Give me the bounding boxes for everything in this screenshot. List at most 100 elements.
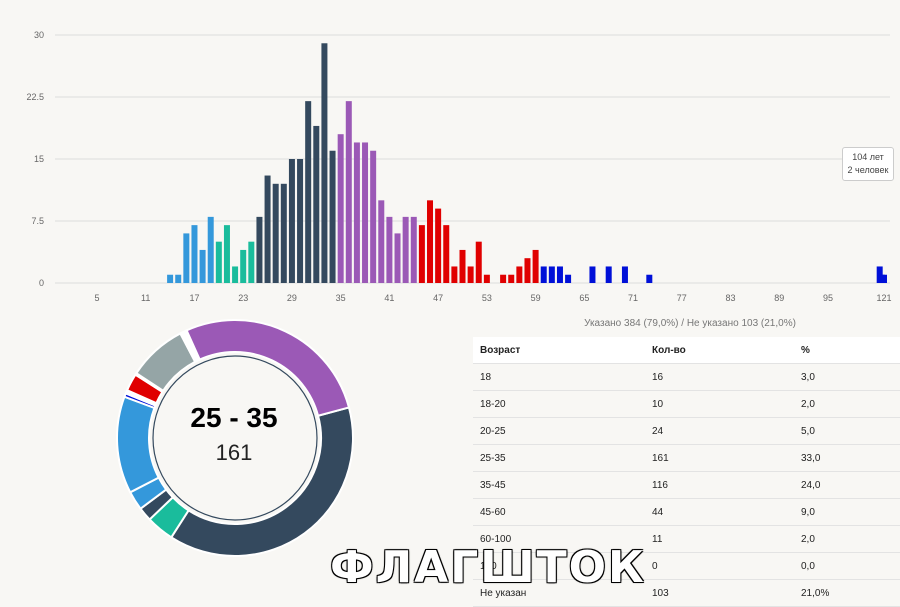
histogram-bar[interactable] — [264, 175, 271, 283]
cell-percent: 2,0 — [794, 390, 900, 418]
y-tick-label: 7.5 — [31, 216, 44, 226]
histogram-bar[interactable] — [427, 200, 434, 283]
histogram-bar[interactable] — [524, 258, 531, 283]
histogram-bar[interactable] — [353, 142, 360, 283]
x-tick-label: 95 — [823, 293, 833, 303]
x-tick-label: 41 — [384, 293, 394, 303]
cell-count: 116 — [645, 471, 794, 499]
histogram-bar[interactable] — [223, 225, 230, 283]
histogram-bar[interactable] — [516, 266, 523, 283]
age-histogram: 0 7.5 15 22.5 30 5 11 17 23 29 35 41 47 53 59 65 71 77 83 8… — [26, 30, 891, 303]
x-tick-label: 29 — [287, 293, 297, 303]
histogram-bar[interactable] — [475, 241, 482, 283]
table-header-row: Возраст Кол-во % — [473, 337, 900, 364]
x-tick-label: 59 — [531, 293, 541, 303]
x-tick-label: 35 — [336, 293, 346, 303]
histogram-bar[interactable] — [337, 134, 344, 283]
x-tick-label: 77 — [677, 293, 687, 303]
histogram-bar[interactable] — [540, 266, 547, 283]
header-age: Возраст — [473, 337, 645, 364]
x-tick-label: 71 — [628, 293, 638, 303]
histogram-bar[interactable] — [394, 233, 401, 283]
histogram-bar[interactable] — [483, 274, 490, 283]
header-percent: % — [794, 337, 900, 364]
histogram-bar[interactable] — [418, 225, 425, 283]
cell-count: 103 — [645, 579, 794, 607]
histogram-bar[interactable] — [232, 266, 239, 283]
cell-age: 20-25 — [473, 417, 645, 445]
histogram-bar[interactable] — [183, 233, 190, 283]
histogram-bar[interactable] — [288, 159, 295, 283]
histogram-bar[interactable] — [451, 266, 458, 283]
tooltip-age: 104 лет — [852, 152, 884, 162]
table-row: 20-25 24 5,0 — [473, 417, 900, 445]
histogram-bar[interactable] — [500, 274, 507, 283]
cell-count: 10 — [645, 390, 794, 418]
y-tick-label: 30 — [34, 30, 44, 40]
histogram-bar[interactable] — [556, 266, 563, 283]
histogram-bar[interactable] — [548, 266, 555, 283]
histogram-bar[interactable] — [313, 125, 320, 283]
histogram-bar[interactable] — [362, 142, 369, 283]
histogram-bar[interactable] — [621, 266, 628, 283]
table-row: 100 0 0,0 — [473, 552, 900, 580]
table-row: 25-35 161 33,0 — [473, 444, 900, 472]
histogram-bar[interactable] — [321, 43, 328, 284]
histogram-bar[interactable] — [435, 208, 442, 283]
histogram-bar[interactable] — [280, 183, 287, 283]
cell-percent: 21,0% — [794, 579, 900, 607]
histogram-bar[interactable] — [305, 101, 312, 283]
histogram-bar[interactable] — [191, 225, 198, 283]
histogram-bar[interactable] — [589, 266, 596, 283]
cell-percent: 2,0 — [794, 525, 900, 553]
histogram-bar[interactable] — [378, 200, 385, 283]
cell-count: 161 — [645, 444, 794, 472]
histogram-bar[interactable] — [881, 274, 887, 283]
cell-count: 0 — [645, 552, 794, 580]
histogram-bar[interactable] — [272, 183, 279, 283]
histogram-bar[interactable] — [443, 225, 450, 283]
age-donut-chart — [116, 319, 354, 557]
histogram-bar[interactable] — [248, 241, 255, 283]
cell-count: 16 — [645, 363, 794, 391]
donut-center-label: 25 - 35 — [190, 402, 278, 433]
histogram-bar[interactable] — [215, 241, 222, 283]
histogram-bar[interactable] — [256, 216, 263, 283]
cell-age: Не указан — [473, 579, 645, 607]
histogram-bar[interactable] — [508, 274, 515, 283]
donut-slice[interactable] — [185, 319, 351, 417]
histogram-bar[interactable] — [605, 266, 612, 283]
histogram-bar[interactable] — [199, 249, 206, 283]
histogram-bar[interactable] — [467, 266, 474, 283]
table-row: 35-45 116 24,0 — [473, 471, 900, 499]
cell-percent: 5,0 — [794, 417, 900, 445]
cell-percent: 33,0 — [794, 444, 900, 472]
y-tick-label: 22.5 — [26, 92, 44, 102]
histogram-bar[interactable] — [532, 249, 539, 283]
cell-age: 35-45 — [473, 471, 645, 499]
histogram-bar[interactable] — [410, 216, 417, 283]
histogram-bar[interactable] — [386, 216, 393, 283]
histogram-bar[interactable] — [646, 274, 653, 283]
donut-slice[interactable] — [169, 406, 354, 557]
histogram-bar[interactable] — [370, 150, 377, 283]
histogram-bar[interactable] — [345, 101, 352, 283]
cell-count: 44 — [645, 498, 794, 526]
histogram-bar[interactable] — [297, 159, 304, 283]
histogram-bar[interactable] — [402, 216, 409, 283]
histogram-bar[interactable] — [175, 274, 182, 283]
cell-age: 18-20 — [473, 390, 645, 418]
histogram-bar[interactable] — [565, 274, 572, 283]
x-tick-label: 121 — [876, 293, 891, 303]
histogram-bar[interactable] — [240, 249, 247, 283]
bar-tooltip: 104 лет 2 человек — [842, 147, 894, 181]
x-tick-label: 53 — [482, 293, 492, 303]
histogram-bar[interactable] — [459, 249, 466, 283]
table-row: 18-20 10 2,0 — [473, 390, 900, 418]
watermark-logo: ФЛАГШТОК — [330, 542, 647, 593]
histogram-bar[interactable] — [329, 150, 336, 283]
histogram-bar[interactable] — [207, 216, 214, 283]
histogram-bar[interactable] — [167, 274, 174, 283]
cell-percent: 24,0 — [794, 471, 900, 499]
header-count: Кол-во — [645, 337, 794, 364]
